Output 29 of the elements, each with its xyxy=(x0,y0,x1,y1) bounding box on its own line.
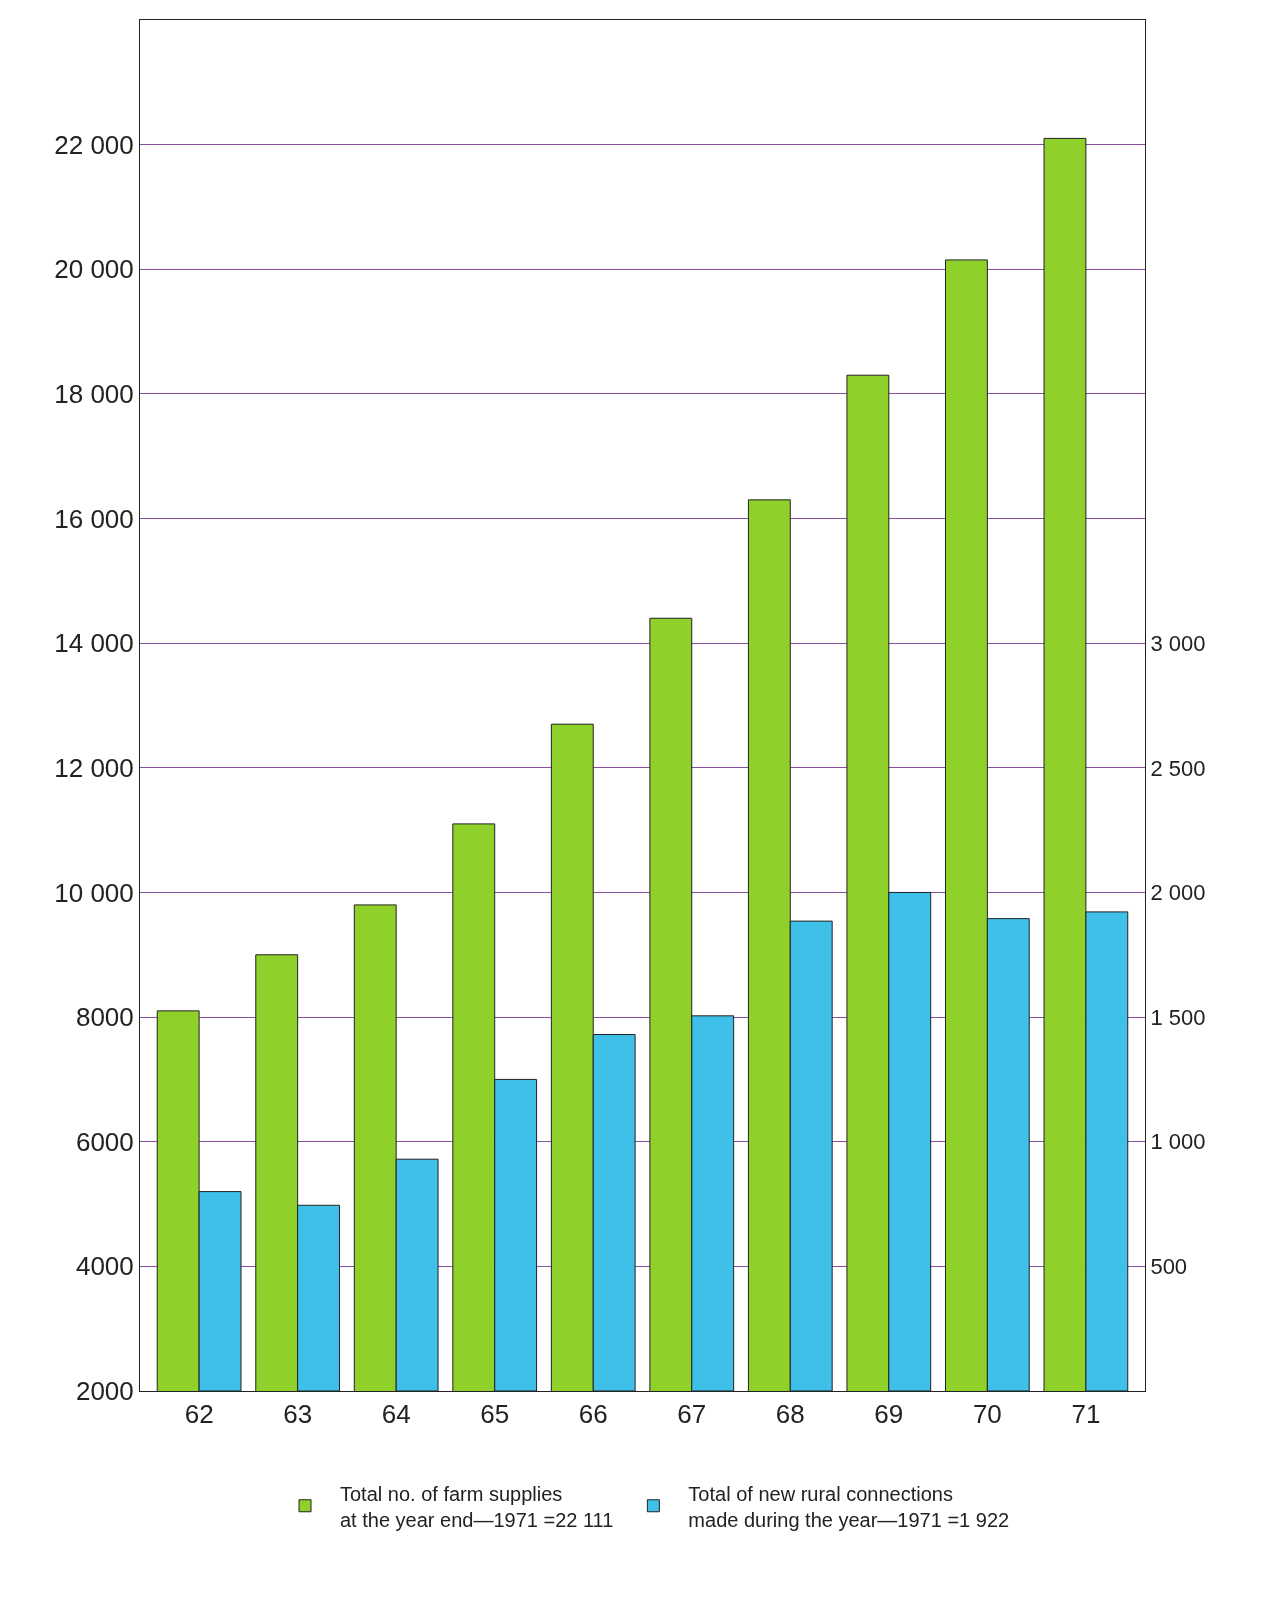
legend-label: Total of new rural connections made during the year—1971 =1 922 xyxy=(688,1482,1010,1531)
legend-label: Total no. of farm supplies at the year end—1971 =22 111 xyxy=(340,1482,614,1531)
y2-tick-label: 1 000 xyxy=(1150,1129,1206,1155)
x-tick-label: 66 xyxy=(578,1399,608,1430)
y-tick-label: 8000 xyxy=(75,1002,134,1033)
x-tick-label: 67 xyxy=(677,1399,707,1430)
y-tick-label: 6000 xyxy=(75,1126,134,1157)
x-tick-label: 70 xyxy=(972,1399,1002,1430)
x-tick-label: 65 xyxy=(480,1399,510,1430)
x-tick-label: 68 xyxy=(775,1399,805,1430)
y-tick-label: 16 000 xyxy=(54,503,134,534)
y2-tick-label: 2 000 xyxy=(1150,880,1206,906)
y2-tick-label: 1 500 xyxy=(1150,1004,1206,1030)
y2-tick-label: 2 500 xyxy=(1150,755,1206,781)
x-tick-label: 64 xyxy=(381,1399,411,1430)
y2-tick-label: 500 xyxy=(1150,1254,1188,1280)
y-tick-label: 12 000 xyxy=(54,752,134,783)
y-tick-label: 4000 xyxy=(75,1251,134,1282)
x-tick-label: 63 xyxy=(283,1399,313,1430)
y-tick-label: 14 000 xyxy=(54,628,134,659)
y-tick-label: 20 000 xyxy=(54,254,134,285)
x-tick-label: 69 xyxy=(874,1399,904,1430)
y-tick-label: 10 000 xyxy=(54,877,134,908)
y2-tick-label: 3 000 xyxy=(1150,630,1206,656)
x-tick-label: 71 xyxy=(1071,1399,1101,1430)
y-tick-label: 22 000 xyxy=(54,129,134,160)
y-tick-label: 2000 xyxy=(75,1376,134,1407)
x-tick-label: 62 xyxy=(184,1399,214,1430)
y-tick-label: 18 000 xyxy=(54,379,134,410)
